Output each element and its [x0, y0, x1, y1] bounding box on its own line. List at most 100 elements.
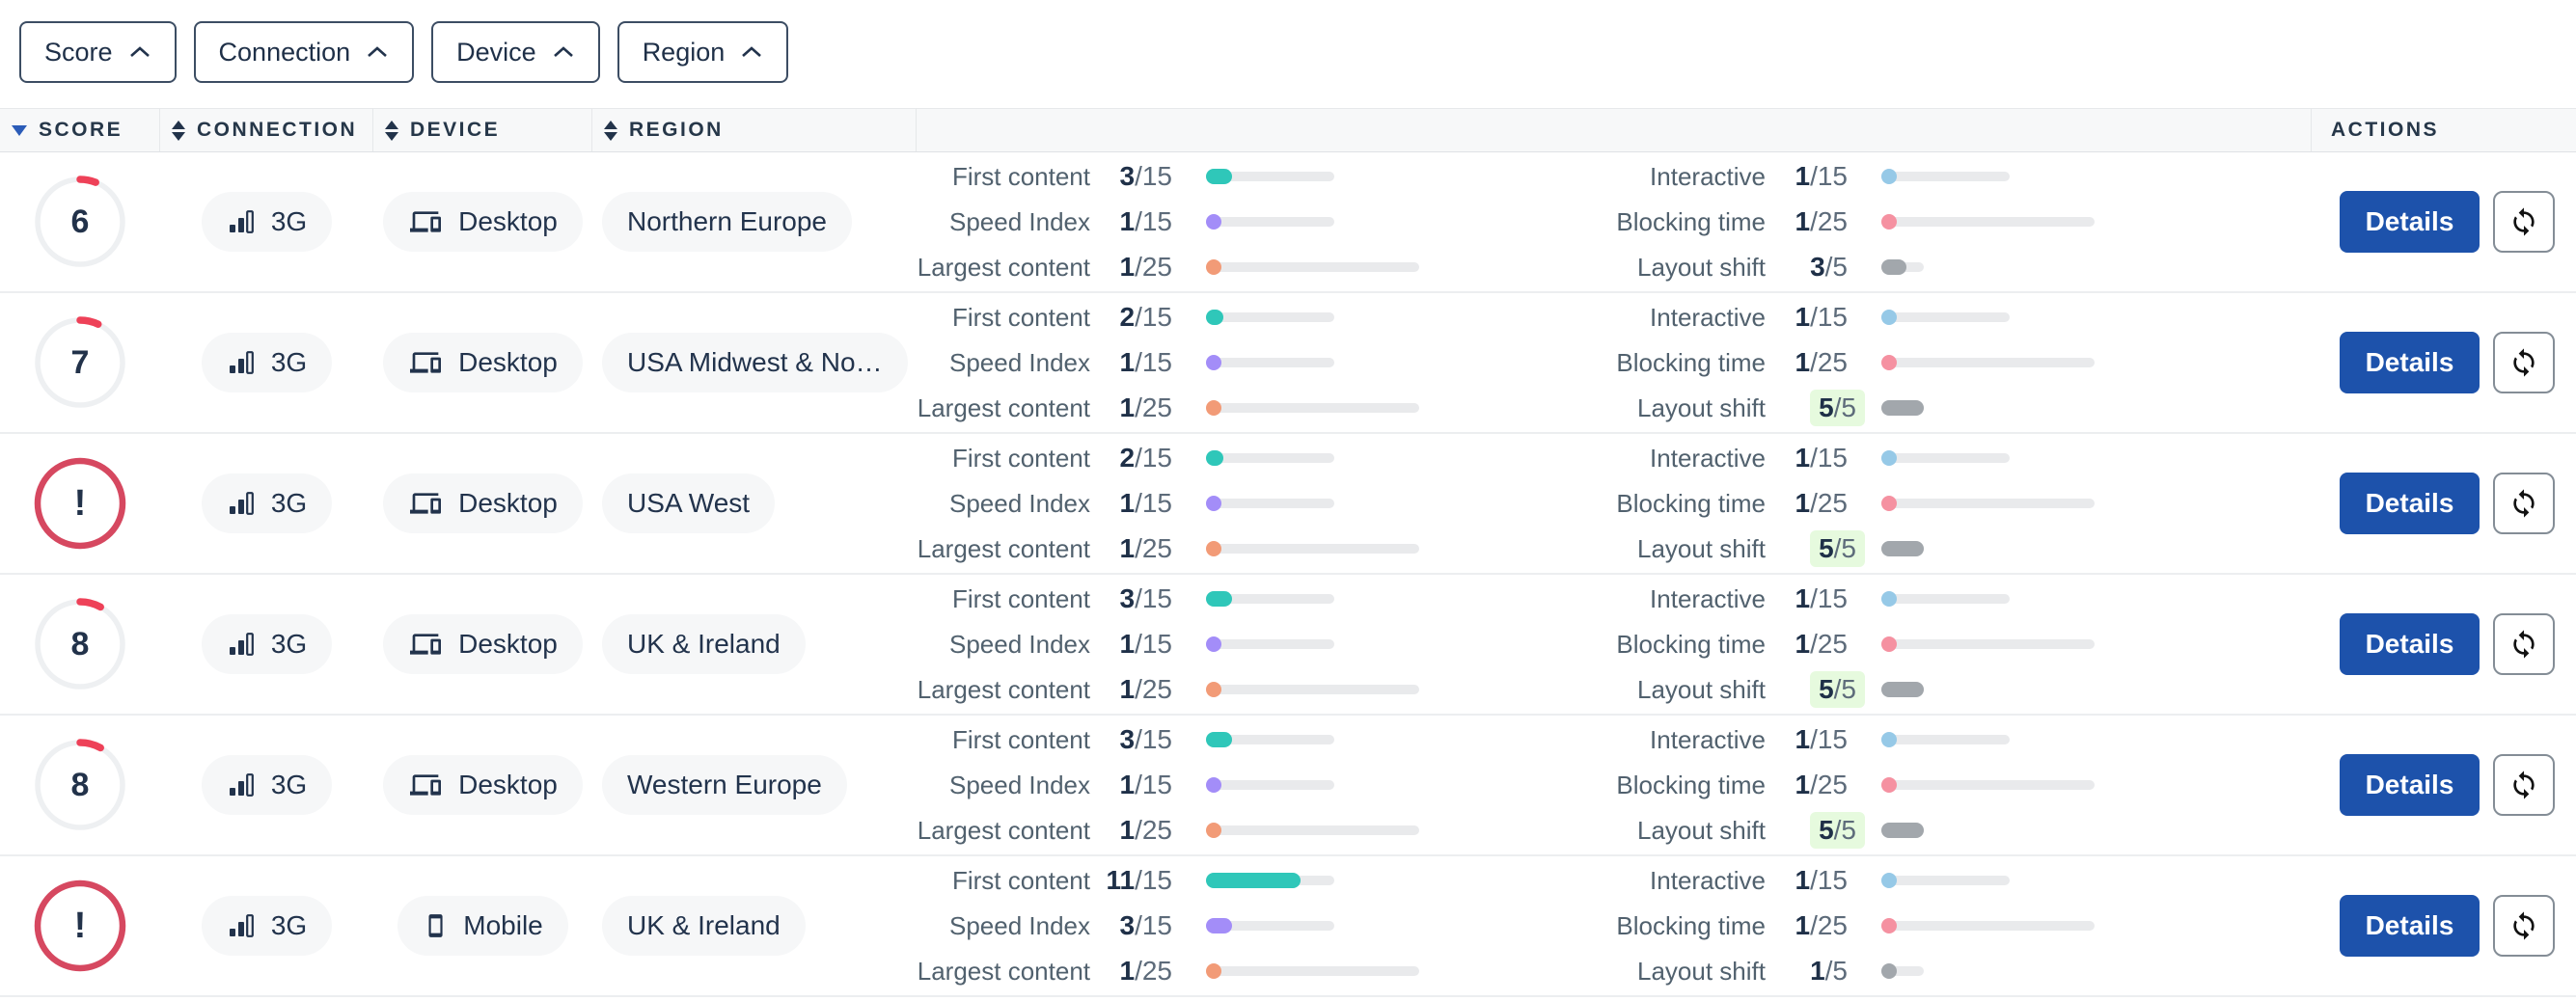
- table-row: 8 3G Desktop Western Europe First conten…: [0, 716, 2576, 856]
- score-cell: 8: [0, 738, 160, 832]
- details-button[interactable]: Details: [2340, 191, 2480, 253]
- details-button[interactable]: Details: [2340, 895, 2480, 957]
- metric-label: Blocking time: [1616, 910, 1766, 940]
- refresh-button[interactable]: [2493, 191, 2555, 253]
- details-button[interactable]: Details: [2340, 754, 2480, 816]
- sort-updown-icon: [385, 120, 398, 141]
- filter-bar: Score Connection Device Region: [19, 21, 789, 83]
- column-header-connection[interactable]: CONNECTION: [160, 109, 373, 151]
- region-label: UK & Ireland: [627, 910, 781, 940]
- metric-row: Speed Index 1/15: [917, 203, 1419, 241]
- filter-button-connection[interactable]: Connection: [193, 21, 415, 83]
- metric-label: Layout shift: [1637, 815, 1766, 845]
- desktop-icon: [408, 347, 443, 378]
- connection-label: 3G: [270, 206, 308, 236]
- refresh-button[interactable]: [2493, 332, 2555, 393]
- region-label: Western Europe: [627, 770, 822, 799]
- metrics-group-right: Interactive 1/15 Blocking time 1/25 Layout s…: [1592, 716, 2095, 854]
- score-ring-icon: [34, 176, 126, 268]
- refresh-button[interactable]: [2493, 473, 2555, 534]
- metric-value: 1/25: [1119, 674, 1172, 704]
- metric-bar: [1206, 213, 1334, 230]
- metrics-group-left: First content 2/15 Speed Index 1/15 Largest …: [917, 293, 1419, 432]
- metric-value: 1/25: [1795, 629, 1848, 659]
- metric-bar: [1206, 636, 1334, 653]
- chevron-up-icon: [129, 46, 150, 57]
- metric-label: First content: [951, 161, 1090, 191]
- details-button[interactable]: Details: [2340, 613, 2480, 675]
- column-header-actions: ACTIONS: [2312, 109, 2576, 151]
- filter-button-region[interactable]: Region: [617, 21, 789, 83]
- details-button[interactable]: Details: [2340, 332, 2480, 393]
- details-button[interactable]: Details: [2340, 473, 2480, 534]
- metric-row: Largest content 1/25: [917, 529, 1419, 568]
- connection-chip: 3G: [201, 473, 333, 533]
- metric-value: 11/15: [1106, 865, 1172, 895]
- metric-bar: [1206, 495, 1334, 512]
- metric-value: 5/5: [1766, 390, 1865, 426]
- metric-row: Blocking time 1/25: [1592, 203, 2095, 241]
- metric-row: First content 3/15: [917, 157, 1419, 196]
- metric-row: Interactive 1/15: [1592, 157, 2095, 196]
- metric-bar: [1881, 213, 2095, 230]
- device-chip: Desktop: [383, 614, 583, 674]
- metric-bar: [1881, 962, 1924, 980]
- score-value: !: [73, 482, 87, 524]
- metric-value: 1/25: [1119, 392, 1172, 422]
- metric-bar: [1206, 449, 1334, 467]
- device-label: Mobile: [463, 910, 543, 940]
- filter-button-device[interactable]: Device: [431, 21, 600, 83]
- metric-bar: [1881, 309, 2010, 326]
- device-cell: Mobile: [373, 896, 592, 956]
- metric-value: 3/15: [1119, 910, 1172, 940]
- table-header: SCORE CONNECTION DEVICE REGION ACTIONS: [0, 108, 2576, 152]
- metric-value: 1/15: [1119, 770, 1172, 799]
- score-value: 8: [70, 766, 90, 803]
- device-cell: Desktop: [373, 473, 592, 533]
- sync-icon: [2508, 770, 2539, 800]
- device-label: Desktop: [458, 488, 558, 518]
- device-label: Desktop: [458, 629, 558, 659]
- score-value: 7: [70, 343, 90, 381]
- score-ring-icon: [34, 879, 126, 972]
- actions-cell: Details: [2340, 293, 2555, 432]
- refresh-button[interactable]: [2493, 895, 2555, 957]
- metric-value: 1/15: [1119, 347, 1172, 377]
- metrics-group-left: First content 3/15 Speed Index 1/15 Largest …: [917, 716, 1419, 854]
- metric-row: Largest content 1/25: [917, 952, 1419, 990]
- column-header-score[interactable]: SCORE: [0, 109, 160, 151]
- column-label: DEVICE: [410, 119, 501, 141]
- filter-label: Region: [642, 37, 726, 67]
- metric-value: 3/5: [1810, 252, 1848, 282]
- metric-row: Blocking time 1/25: [1592, 766, 2095, 804]
- metric-value: 1/15: [1119, 488, 1172, 518]
- actions-cell: Details: [2340, 575, 2555, 714]
- metric-label: First content: [951, 302, 1090, 332]
- refresh-button[interactable]: [2493, 754, 2555, 816]
- metric-value: 1/15: [1795, 443, 1848, 473]
- table-row: 6 3G Desktop Northern Europe First conte…: [0, 152, 2576, 293]
- metric-label: Blocking time: [1616, 770, 1766, 799]
- device-cell: Desktop: [373, 755, 592, 815]
- metric-label: Speed Index: [948, 347, 1090, 377]
- metric-value: 1/25: [1795, 347, 1848, 377]
- metric-label: Largest content: [917, 392, 1090, 422]
- metric-bar: [1206, 681, 1419, 698]
- connection-chip: 3G: [201, 755, 333, 815]
- filter-button-score[interactable]: Score: [19, 21, 177, 83]
- connection-cell: 3G: [160, 192, 373, 252]
- metric-label: Interactive: [1650, 161, 1766, 191]
- metric-row: Layout shift 5/5: [1592, 389, 2095, 427]
- score-gauge: 8: [33, 738, 127, 832]
- column-header-device[interactable]: DEVICE: [373, 109, 592, 151]
- refresh-button[interactable]: [2493, 613, 2555, 675]
- metric-bar: [1206, 309, 1334, 326]
- metric-row: First content 3/15: [917, 580, 1419, 618]
- metric-row: Interactive 1/15: [1592, 580, 2095, 618]
- region-cell: UK & Ireland: [592, 614, 917, 674]
- column-label: CONNECTION: [197, 119, 358, 141]
- metric-bar: [1206, 962, 1419, 980]
- column-header-region[interactable]: REGION: [592, 109, 917, 151]
- metric-value: 1/25: [1795, 910, 1848, 940]
- sort-updown-icon: [604, 120, 617, 141]
